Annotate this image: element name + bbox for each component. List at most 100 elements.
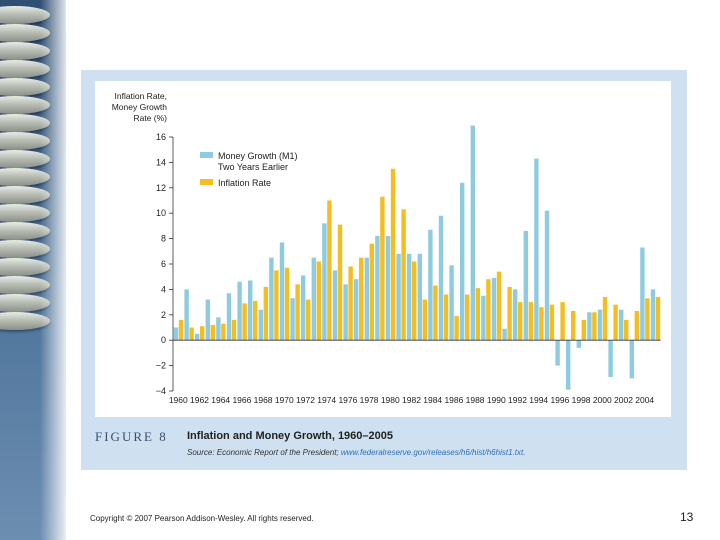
money-growth-bar xyxy=(205,299,210,341)
inflation-bar xyxy=(369,243,374,341)
x-tick-label: 1974 xyxy=(317,395,336,405)
x-tick-label: 1978 xyxy=(360,395,379,405)
inflation-bar xyxy=(412,261,417,341)
x-tick-label: 1986 xyxy=(444,395,463,405)
inflation-bar xyxy=(571,310,576,341)
money-growth-bar xyxy=(364,257,369,341)
x-tick-label: 2004 xyxy=(635,395,654,405)
x-tick-label: 1996 xyxy=(550,395,569,405)
inflation-bar xyxy=(327,200,332,341)
money-growth-bar xyxy=(566,340,571,390)
y-axis-label-line: Rate (%) xyxy=(133,113,167,123)
inflation-bar xyxy=(359,257,364,341)
inflation-bar xyxy=(295,284,300,341)
inflation-bar xyxy=(624,319,629,341)
inflation-bar xyxy=(486,279,491,341)
inflation-bar xyxy=(231,319,237,341)
x-tick-label: 1994 xyxy=(529,395,548,405)
bars xyxy=(173,125,661,390)
y-axis-label-line: Money Growth xyxy=(112,102,168,112)
x-tick-label: 1998 xyxy=(572,395,591,405)
money-growth-bar xyxy=(216,317,221,341)
x-tick-label: 1976 xyxy=(338,395,357,405)
legend-label: Inflation Rate xyxy=(218,178,271,188)
y-tick-label: −4 xyxy=(156,386,166,396)
inflation-bar xyxy=(443,294,449,341)
money-growth-bar xyxy=(385,236,391,341)
x-tick-label: 1982 xyxy=(402,395,421,405)
money-growth-bar xyxy=(619,309,624,341)
inflation-bar xyxy=(316,261,321,341)
money-growth-bar xyxy=(523,230,528,341)
y-axis-label-line: Inflation Rate, xyxy=(115,91,167,101)
money-growth-bar xyxy=(608,340,613,378)
legend: Money Growth (M1)Two Years Earlier Inflat… xyxy=(200,151,298,188)
inflation-bar xyxy=(348,266,353,341)
money-growth-bar xyxy=(449,265,454,341)
x-tick-label: 1962 xyxy=(190,395,209,405)
inflation-bar xyxy=(549,304,555,341)
money-growth-bar xyxy=(555,340,560,366)
money-growth-bar xyxy=(534,158,539,341)
money-growth-bar xyxy=(375,236,380,341)
inflation-bar xyxy=(655,297,661,341)
inflation-bar xyxy=(306,299,311,341)
y-tick-label: 8 xyxy=(161,234,166,244)
money-growth-bar xyxy=(343,284,348,341)
inflation-bar xyxy=(178,319,184,341)
y-tick-label: 2 xyxy=(161,310,166,320)
y-axis: 16 14 12 10 8 6 4 2 0 −2 −4 xyxy=(156,132,174,396)
y-tick-label: 6 xyxy=(161,259,166,269)
x-axis: 1960 1962 1964 1966 1968 1970 1972 1974 1976 1978… xyxy=(169,339,661,405)
money-growth-bar xyxy=(195,333,200,341)
source-url[interactable]: www.federalreserve.gov/releases/h6/hist/… xyxy=(340,448,526,457)
inflation-bar xyxy=(518,302,523,341)
money-growth-bar xyxy=(576,340,581,348)
money-growth-bar xyxy=(279,242,285,341)
money-growth-bar xyxy=(258,309,263,341)
inflation-bar xyxy=(539,307,544,341)
inflation-bar xyxy=(592,312,597,341)
money-growth-bar xyxy=(460,182,465,341)
x-tick-label: 1980 xyxy=(381,395,400,405)
inflation-bar xyxy=(380,196,385,341)
money-growth-bar xyxy=(173,327,179,341)
money-growth-bar xyxy=(226,293,232,341)
inflation-bar xyxy=(263,286,268,341)
money-growth-bar xyxy=(587,312,592,341)
y-tick-label: 4 xyxy=(161,284,166,294)
money-growth-bar xyxy=(428,229,433,341)
money-growth-bar xyxy=(502,328,507,341)
legend-label: Two Years Earlier xyxy=(218,162,288,172)
x-tick-label: 1992 xyxy=(508,395,527,405)
x-tick-label: 2000 xyxy=(593,395,612,405)
money-growth-bar xyxy=(322,223,327,341)
inflation-bar xyxy=(253,300,258,341)
money-growth-bar xyxy=(640,247,645,341)
x-tick-label: 1966 xyxy=(232,395,251,405)
inflation-bar xyxy=(200,326,205,341)
money-growth-bar xyxy=(311,257,316,341)
y-tick-label: 16 xyxy=(156,132,166,142)
money-growth-bar xyxy=(332,270,338,341)
money-growth-bar xyxy=(481,295,486,341)
inflation-bar xyxy=(465,294,470,341)
money-growth-bar xyxy=(513,289,518,341)
inflation-bar xyxy=(475,288,480,341)
inflation-bar xyxy=(528,302,533,341)
x-tick-label: 1970 xyxy=(275,395,294,405)
legend-swatch-money-growth xyxy=(200,152,213,158)
money-growth-bar xyxy=(629,340,634,379)
inflation-bar xyxy=(634,310,639,341)
copyright-notice: Copyright © 2007 Pearson Addison-Wesley.… xyxy=(90,514,314,523)
money-growth-bar xyxy=(491,277,497,341)
inflation-bar xyxy=(613,304,618,341)
inflation-bar xyxy=(581,319,586,341)
inflation-bar xyxy=(221,323,226,341)
money-growth-bar xyxy=(184,289,189,341)
inflation-bar xyxy=(454,316,459,341)
x-tick-label: 1960 xyxy=(169,395,188,405)
inflation-bar xyxy=(507,286,512,341)
